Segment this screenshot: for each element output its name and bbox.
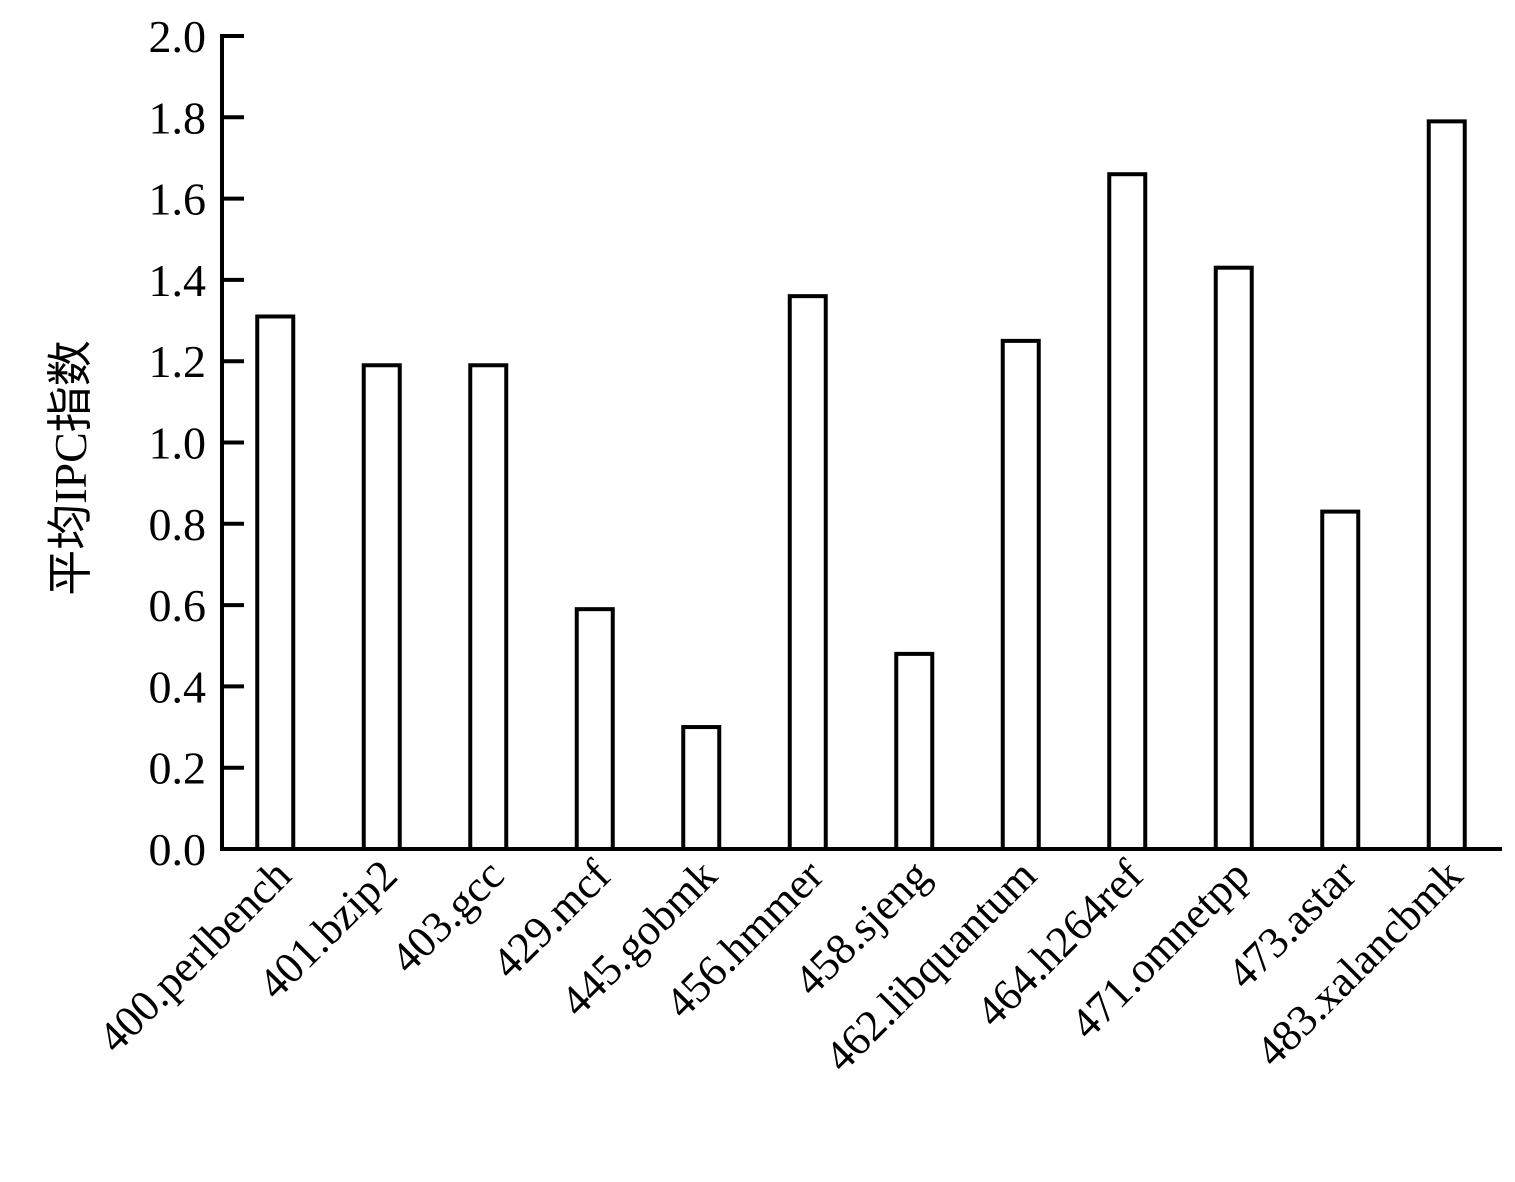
bar-429.mcf (574, 607, 615, 851)
y-tick-label: 0.4 (149, 661, 207, 712)
x-labels-group: 400.perlbench401.bzip2403.gcc429.mcf445.… (89, 850, 1472, 1081)
y-tick-label: 0.8 (149, 499, 207, 550)
bar-462.libquantum (1000, 338, 1041, 851)
bars-group (255, 119, 1467, 852)
bar-401.bzip2 (361, 363, 402, 851)
bar-471.omnetpp (1213, 265, 1254, 851)
y-tick-label: 1.8 (149, 92, 207, 143)
y-tick-label: 0.2 (149, 743, 207, 794)
y-tick-label: 1.6 (149, 174, 207, 225)
y-axis-title: 平均IPC指数 (45, 340, 96, 596)
bar-400.perlbench (255, 314, 296, 851)
bar-403.gcc (468, 363, 509, 851)
bar-464.h264ref (1107, 172, 1148, 851)
bar-458.sjeng (894, 651, 935, 851)
y-tick-label: 0.6 (149, 580, 207, 631)
bar-473.astar (1320, 509, 1361, 851)
y-tick-label: 1.0 (149, 418, 207, 469)
y-ticks-group: 0.0 0.2 0.4 0.6 0.8 1.0 1.2 1.4 1.6 1.8 2.0 (149, 11, 244, 875)
y-tick-label: 2.0 (149, 11, 207, 62)
y-tick-label: 0.0 (149, 824, 207, 875)
bar-456.hmmer (787, 294, 828, 852)
y-tick-label: 1.4 (149, 255, 207, 306)
bar-445.gobmk (681, 725, 722, 851)
bar-483.xalancbmk (1426, 119, 1467, 852)
y-tick-label: 1.2 (149, 336, 207, 387)
